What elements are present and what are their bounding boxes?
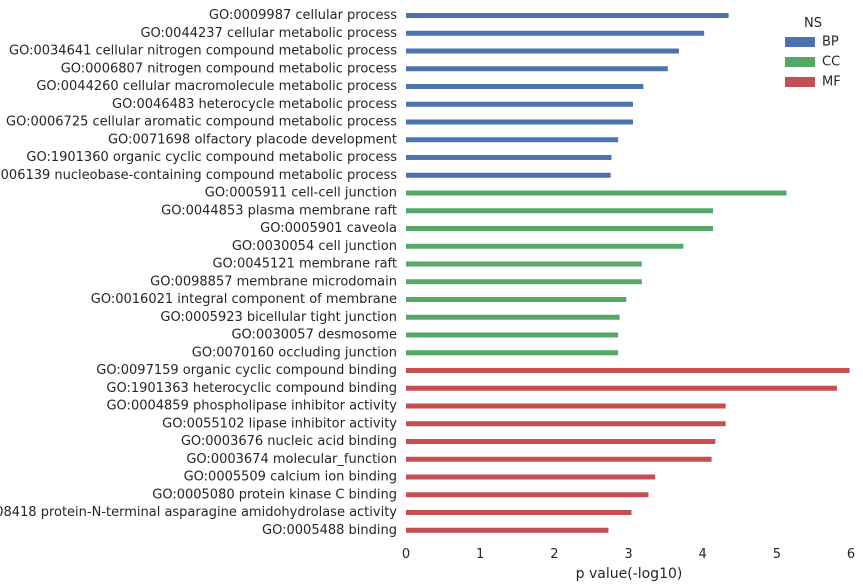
bar <box>406 421 726 427</box>
bar <box>406 492 649 498</box>
bar <box>406 297 627 302</box>
bar <box>406 208 714 214</box>
bars <box>406 13 850 533</box>
bar <box>406 172 611 178</box>
x-tick-label: 5 <box>773 547 781 562</box>
x-tick-label: 4 <box>699 547 707 562</box>
category-label: GO:0055102 lipase inhibitor activity <box>162 416 397 431</box>
bar <box>406 48 679 54</box>
category-label: GO:0030057 desmosome <box>231 328 397 343</box>
bar <box>406 226 714 231</box>
category-label: GO:0045121 membrane raft <box>212 257 397 272</box>
legend: NS BP CC MF <box>785 16 841 90</box>
x-axis-ticks: 0 1 2 3 4 5 6 <box>402 547 855 562</box>
bar <box>406 403 726 409</box>
category-label: GO:0071698 olfactory placode development <box>108 132 397 147</box>
x-tick-label: 1 <box>476 547 484 562</box>
category-label: GO:0005488 binding <box>262 523 397 538</box>
legend-title: NS <box>804 16 822 31</box>
category-label: GO:0009987 cellular process <box>209 8 397 23</box>
legend-label: CC <box>822 55 840 70</box>
category-label: GO:0006807 nitrogen compound metabolic p… <box>61 61 398 76</box>
category-label: GO:1901363 heterocyclic compound binding <box>106 381 397 396</box>
x-tick-label: 2 <box>550 547 558 562</box>
x-tick-label: 6 <box>847 547 855 562</box>
bar <box>406 243 684 249</box>
x-tick-label: 0 <box>402 547 410 562</box>
category-label: GO:0008418 protein-N-terminal asparagine… <box>0 505 397 520</box>
bar <box>406 439 716 444</box>
category-label: GO:0006139 nucleobase-containing compoun… <box>0 168 397 183</box>
category-label: GO:0016021 integral component of membran… <box>91 292 397 307</box>
category-label: GO:0004859 phospholipase inhibitor activ… <box>106 399 397 414</box>
bar <box>406 368 850 373</box>
bar <box>406 510 632 515</box>
category-label: GO:0097159 organic cyclic compound bindi… <box>96 363 397 378</box>
category-label: GO:0006725 cellular aromatic compound me… <box>6 115 397 130</box>
category-label: GO:0005509 calcium ion binding <box>184 470 397 485</box>
category-label: GO:0005901 caveola <box>260 221 397 236</box>
category-label: GO:0005911 cell-cell junction <box>205 186 397 201</box>
x-tick-label: 3 <box>624 547 632 562</box>
x-axis-title: p value(-log10) <box>576 566 683 582</box>
category-label: GO:0005923 bicellular tight junction <box>160 310 397 325</box>
bar <box>406 137 619 143</box>
bar <box>406 279 642 285</box>
bar <box>406 456 712 462</box>
category-label: GO:0034641 cellular nitrogen compound me… <box>9 44 397 59</box>
legend-label: MF <box>822 75 841 90</box>
bar <box>406 190 787 196</box>
bar <box>406 332 619 338</box>
legend-swatch <box>785 37 815 47</box>
bar <box>406 119 633 125</box>
category-label: GO:0044260 cellular macromolecule metabo… <box>36 79 397 94</box>
bar <box>406 350 619 356</box>
bar <box>406 385 837 391</box>
bar <box>406 155 612 160</box>
bar <box>406 84 644 89</box>
bar <box>406 527 609 533</box>
category-label: GO:0044853 plasma membrane raft <box>161 203 397 218</box>
bar <box>406 66 668 72</box>
category-labels: GO:0009987 cellular process GO:0044237 ce… <box>0 8 397 538</box>
category-label: GO:0003676 nucleic acid binding <box>181 434 397 449</box>
bar <box>406 261 642 267</box>
category-label: GO:0046483 heterocycle metabolic process <box>112 97 397 112</box>
category-label: GO:1901360 organic cyclic compound metab… <box>26 150 397 165</box>
bar <box>406 30 705 36</box>
category-label: GO:0098857 membrane microdomain <box>150 274 397 289</box>
bar <box>406 13 729 18</box>
legend-swatch <box>785 77 815 87</box>
category-label: GO:0003674 molecular_function <box>186 452 397 467</box>
category-label: GO:0070160 occluding junction <box>192 345 397 360</box>
bar <box>406 101 633 107</box>
category-label: GO:0044237 cellular metabolic process <box>140 26 397 41</box>
bar <box>406 314 620 320</box>
legend-label: BP <box>822 35 839 50</box>
bar <box>406 474 656 480</box>
legend-swatch <box>785 57 815 67</box>
category-label: GO:0005080 protein kinase C binding <box>152 487 397 502</box>
category-label: GO:0030054 cell junction <box>232 239 397 254</box>
